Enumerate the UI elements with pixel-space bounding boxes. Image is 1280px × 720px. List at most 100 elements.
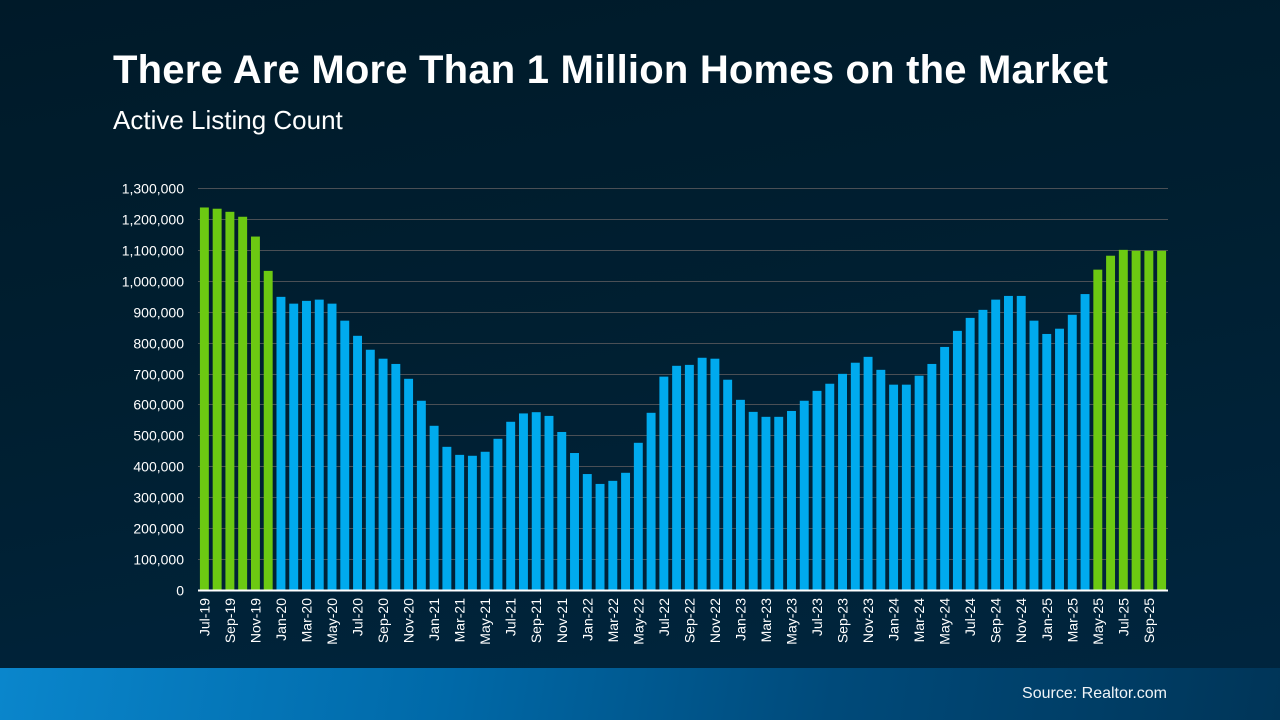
x-tick-label: Mar-24 — [911, 598, 927, 643]
source-text: Source: Realtor.com — [1022, 685, 1167, 702]
bar — [199, 207, 209, 591]
bar — [518, 413, 528, 590]
bar — [531, 412, 541, 590]
bar — [493, 438, 503, 590]
y-tick-label: 200,000 — [133, 521, 184, 537]
bar — [889, 384, 899, 590]
bar — [276, 296, 286, 590]
x-tick-label: Jul-22 — [656, 598, 672, 636]
bar — [455, 454, 465, 590]
x-tick-label: Sep-21 — [528, 598, 544, 643]
x-tick-label: May-23 — [784, 598, 800, 645]
x-tick-label: Mar-23 — [758, 598, 774, 643]
x-tick-label: May-21 — [477, 598, 493, 645]
x-tick-label: Mar-25 — [1064, 598, 1080, 643]
y-tick-label: 500,000 — [133, 428, 184, 444]
y-tick-label: 900,000 — [133, 305, 184, 321]
y-tick-label: 600,000 — [133, 397, 184, 413]
bar — [838, 373, 847, 590]
bar — [340, 320, 350, 590]
bar — [1016, 295, 1026, 590]
x-tick-label: Jul-20 — [350, 598, 366, 636]
bar — [238, 216, 248, 590]
bar — [901, 384, 911, 590]
bar — [429, 425, 439, 590]
bar — [633, 442, 643, 590]
y-tick-label: 700,000 — [133, 367, 184, 383]
bar — [1131, 250, 1141, 590]
x-tick-label: Mar-22 — [605, 598, 621, 643]
bar — [289, 303, 299, 590]
bar — [404, 378, 414, 590]
x-tick-label: Nov-22 — [707, 598, 723, 643]
y-tick-label: 400,000 — [133, 459, 184, 475]
bar — [1055, 328, 1064, 590]
x-tick-label: May-20 — [324, 598, 340, 645]
bar — [353, 335, 362, 590]
bar — [672, 365, 682, 590]
x-tick-label: Sep-23 — [835, 598, 851, 643]
bar — [684, 364, 694, 590]
bar — [621, 472, 631, 590]
bar — [659, 376, 669, 590]
bar — [1106, 255, 1116, 590]
x-tick-label: May-24 — [937, 598, 953, 645]
y-tick-label: 1,000,000 — [122, 274, 184, 290]
bar — [1118, 249, 1128, 590]
bar — [1042, 333, 1052, 590]
bar — [314, 299, 324, 590]
x-tick-label: Sep-22 — [681, 598, 697, 643]
y-tick-label: 100,000 — [133, 552, 184, 568]
bar — [302, 300, 311, 590]
y-tick-label: 1,100,000 — [122, 243, 184, 259]
bar — [570, 453, 579, 590]
bar — [723, 379, 733, 590]
x-tick-label: Jan-23 — [732, 598, 748, 641]
bar — [391, 363, 401, 590]
x-tick-label: Jul-21 — [503, 598, 519, 636]
bar — [1029, 320, 1039, 590]
bar — [646, 412, 656, 590]
y-axis-labels: 0 100,000 200,000 300,000 400,000 500,000 600,… — [122, 181, 185, 599]
bar — [225, 211, 235, 590]
bar — [365, 349, 375, 590]
x-tick-label: Nov-24 — [1013, 598, 1029, 643]
x-axis-labels: Jul-19 Sep-19 Nov-19 Jan-20 Mar-20 May-20 Jul-… — [196, 598, 1157, 645]
x-tick-label: Nov-21 — [554, 598, 570, 643]
y-tick-label: 1,200,000 — [122, 212, 184, 228]
bar — [850, 362, 860, 590]
bar — [927, 363, 937, 590]
y-tick-label: 800,000 — [133, 336, 184, 352]
bar — [595, 483, 605, 590]
bar — [1080, 294, 1090, 590]
bar — [965, 317, 975, 590]
x-tick-label: Sep-25 — [1141, 598, 1157, 643]
bar — [442, 446, 452, 590]
bar — [748, 411, 758, 590]
bar — [812, 390, 822, 590]
bar — [608, 480, 618, 590]
bar — [582, 474, 592, 590]
bar — [557, 431, 567, 590]
chart-subtitle: Active Listing Count — [113, 105, 343, 135]
bar — [1157, 250, 1167, 590]
x-tick-label: Sep-20 — [375, 598, 391, 643]
x-tick-label: May-22 — [630, 598, 646, 645]
bar — [1003, 295, 1013, 590]
x-tick-label: May-25 — [1090, 598, 1106, 645]
x-tick-label: Sep-24 — [988, 598, 1004, 643]
x-tick-label: Jan-20 — [273, 598, 289, 641]
x-tick-label: Mar-21 — [452, 598, 468, 643]
bar-chart: 0 100,000 200,000 300,000 400,000 500,000 600,… — [122, 181, 1168, 645]
x-tick-label: Jul-19 — [196, 598, 212, 636]
bar — [697, 357, 707, 590]
x-tick-label: Jul-23 — [809, 598, 825, 636]
x-tick-label: Jan-24 — [886, 598, 902, 641]
x-tick-label: Jan-21 — [426, 598, 442, 641]
bar — [250, 236, 260, 591]
x-tick-label: Sep-19 — [222, 598, 238, 643]
bar — [774, 416, 784, 590]
bar — [825, 383, 835, 590]
bar — [761, 416, 771, 590]
bar — [952, 330, 962, 590]
